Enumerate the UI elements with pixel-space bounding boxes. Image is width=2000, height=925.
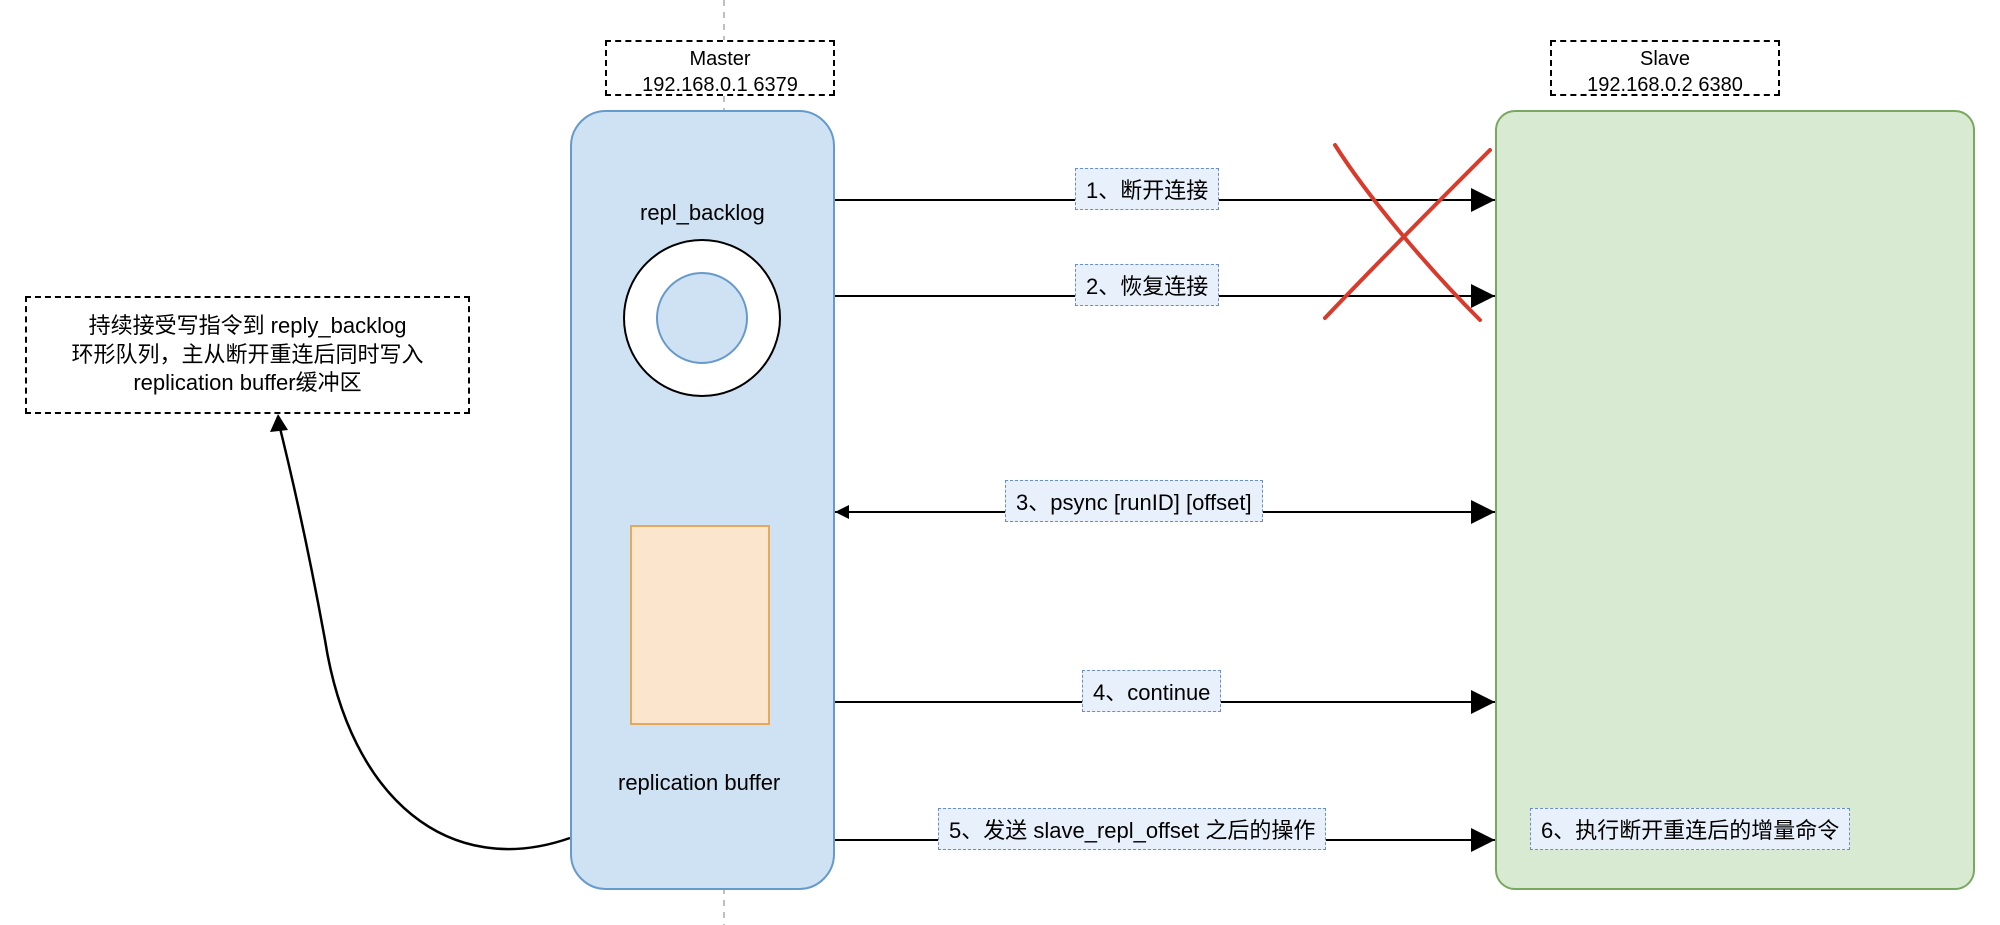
label-step-1: 1、断开连接 xyxy=(1075,168,1219,210)
master-title-box: Master 192.168.0.1 6379 xyxy=(605,40,835,96)
diagram-canvas: Master 192.168.0.1 6379 Slave 192.168.0.… xyxy=(0,0,2000,925)
slave-title-box: Slave 192.168.0.2 6380 xyxy=(1550,40,1780,96)
repl-backlog-label: repl_backlog xyxy=(640,200,765,226)
note-line3: replication buffer缓冲区 xyxy=(33,369,462,398)
note-line2: 环形队列，主从断开重连后同时写入 xyxy=(33,341,462,370)
label-step-4: 4、continue xyxy=(1082,670,1221,712)
buffer-rect xyxy=(630,525,770,725)
label-step-3: 3、psync [runID] [offset] xyxy=(1005,480,1263,522)
arrow-3-head xyxy=(835,505,849,519)
note-box: 持续接受写指令到 reply_backlog 环形队列，主从断开重连后同时写入 … xyxy=(25,296,470,414)
red-x-stroke-1 xyxy=(1335,145,1480,320)
replication-buffer-label: replication buffer xyxy=(618,770,780,796)
red-x-stroke-2 xyxy=(1325,150,1490,318)
note-line1: 持续接受写指令到 reply_backlog xyxy=(33,312,462,341)
label-step-6: 6、执行断开重连后的增量命令 xyxy=(1530,808,1850,850)
slave-box xyxy=(1495,110,1975,890)
label-step-5: 5、发送 slave_repl_offset 之后的操作 xyxy=(938,808,1326,850)
slave-title-line1: Slave xyxy=(1558,46,1772,72)
note-arrow-head xyxy=(270,414,288,432)
master-title-line1: Master xyxy=(613,46,827,72)
note-arrow xyxy=(278,420,570,849)
master-title-line2: 192.168.0.1 6379 xyxy=(613,72,827,98)
slave-title-line2: 192.168.0.2 6380 xyxy=(1558,72,1772,98)
ring-inner xyxy=(656,272,748,364)
label-step-2: 2、恢复连接 xyxy=(1075,264,1219,306)
